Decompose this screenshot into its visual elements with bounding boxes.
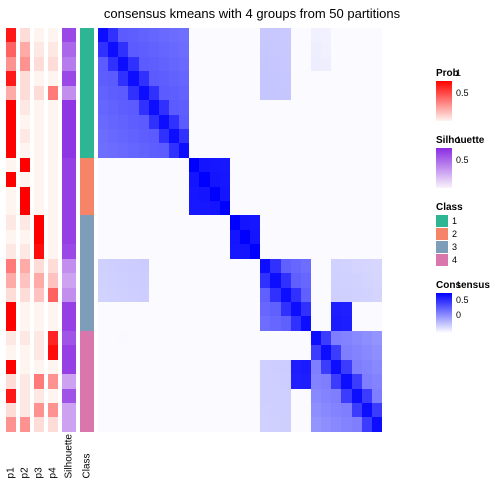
chart-title: consensus kmeans with 4 groups from 50 p…: [0, 0, 504, 21]
legend-bar-silhouette: [436, 148, 452, 188]
legends: Prob10.5Silhouette10.5Class1234Consensus…: [436, 68, 496, 347]
consensus-heatmap: [98, 28, 382, 432]
class-swatch-3: [436, 241, 448, 253]
label-class: Class: [80, 434, 94, 478]
anno-silhouette: [62, 28, 76, 432]
anno-p2: [20, 28, 30, 432]
label-p3: p3: [34, 434, 44, 478]
anno-p1: [6, 28, 16, 432]
main-plot: [6, 28, 382, 432]
anno-p3: [34, 28, 44, 432]
legend-title-class: Class: [436, 202, 496, 213]
class-swatch-4: [436, 254, 448, 266]
label-p1: p1: [6, 434, 16, 478]
legend-bar-prob: [436, 81, 452, 121]
anno-class: [80, 28, 94, 432]
anno-p4: [48, 28, 58, 432]
label-p2: p2: [20, 434, 30, 478]
class-swatch-2: [436, 228, 448, 240]
label-silhouette: Silhouette: [62, 434, 76, 478]
label-p4: p4: [48, 434, 58, 478]
legend-bar-consensus: [436, 293, 452, 333]
bottom-labels: p1p2p3p4 Silhouette Class: [6, 434, 98, 478]
class-swatch-1: [436, 215, 448, 227]
